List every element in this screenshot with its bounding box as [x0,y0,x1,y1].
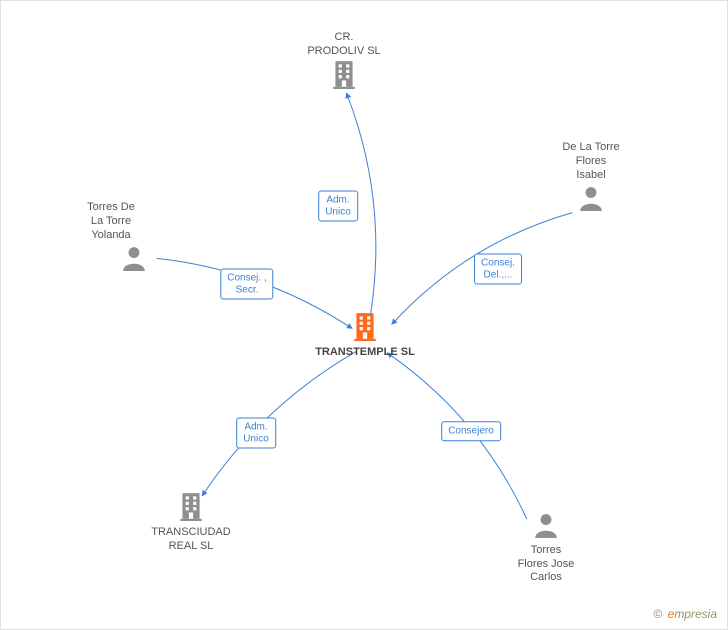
copyright-symbol: © [653,607,662,621]
edge-path [202,351,357,496]
node-label: CR. PRODOLIV SL [304,31,384,59]
person-icon [578,184,604,212]
edge-label[interactable]: Adm. Unico [318,191,358,222]
footer-credit: © empresia [653,607,717,621]
node-label: Torres Flores Jose Carlos [501,544,591,585]
node-company-top[interactable]: CR. PRODOLIV SL [304,31,384,93]
node-company-bottomleft[interactable]: TRANSCIUDAD REAL SL [141,491,241,553]
building-icon [331,59,357,89]
node-company-center[interactable]: TRANSTEMPLE SL [305,311,425,360]
node-person-right[interactable]: De La Torre Flores Isabel [546,141,636,217]
node-label: Torres De La Torre Yolanda [76,201,146,242]
edge-label[interactable]: Consej. , Secr. [220,269,273,300]
edge-label[interactable]: Consej. Del.,... [474,254,522,285]
diagram-canvas: TRANSTEMPLE SL CR. PRODOLIV SL Torres De… [0,0,728,630]
node-label: De La Torre Flores Isabel [546,141,636,182]
building-icon [352,311,378,341]
node-label: TRANSTEMPLE SL [305,346,425,360]
person-icon [533,511,559,539]
edge-label[interactable]: Adm. Unico [236,418,276,449]
building-icon [178,491,204,521]
edge-label[interactable]: Consejero [441,421,501,441]
node-label: TRANSCIUDAD REAL SL [141,526,241,554]
brand-rest: mpresia [674,607,717,621]
person-icon [121,244,147,272]
node-person-left[interactable]: Torres De La Torre Yolanda [76,201,146,277]
node-person-bottomright[interactable]: Torres Flores Jose Carlos [501,511,591,585]
